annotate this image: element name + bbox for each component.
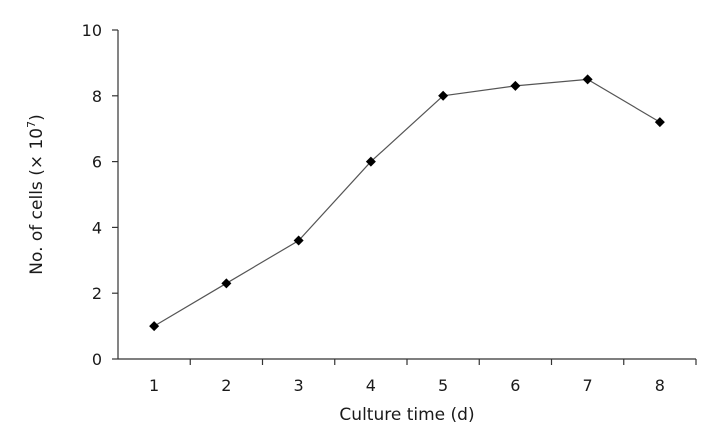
y-tick-label: 6 — [92, 153, 102, 172]
y-axis-title-suffix: ) — [27, 114, 47, 121]
x-tick-label: 5 — [438, 376, 448, 395]
data-point — [510, 80, 521, 91]
y-axis-ticks: 0 2 4 6 8 10 — [82, 21, 118, 369]
x-tick-label: 4 — [366, 376, 376, 395]
series-line — [153, 78, 661, 327]
y-tick-label: 2 — [92, 284, 102, 303]
y-tick-label: 8 — [92, 87, 102, 106]
x-tick-label: 8 — [655, 376, 665, 395]
data-markers — [149, 74, 665, 332]
y-axis-title-superscript: 7 — [25, 121, 38, 128]
x-tick-label: 6 — [510, 376, 520, 395]
x-tick-label: 2 — [221, 376, 231, 395]
x-tick-label: 3 — [294, 376, 304, 395]
data-point — [654, 117, 665, 128]
data-point — [365, 156, 376, 167]
x-axis-ticks: 1 2 3 4 5 6 7 8 — [149, 359, 697, 395]
x-tick-label: 7 — [583, 376, 593, 395]
data-point — [582, 74, 593, 85]
data-point — [221, 278, 232, 289]
x-axis-title: Culture time (d) — [339, 405, 474, 425]
y-tick-label: 0 — [92, 350, 102, 369]
y-tick-label: 10 — [82, 21, 102, 40]
x-tick-label: 1 — [149, 376, 159, 395]
y-axis-title-prefix: No. of cells (× 10 — [27, 128, 47, 275]
data-point — [293, 235, 304, 246]
y-axis-title: No. of cells (× 107) — [25, 114, 47, 274]
axes — [117, 30, 696, 360]
data-point — [438, 90, 449, 101]
data-point — [149, 321, 160, 332]
y-tick-label: 4 — [92, 218, 102, 237]
